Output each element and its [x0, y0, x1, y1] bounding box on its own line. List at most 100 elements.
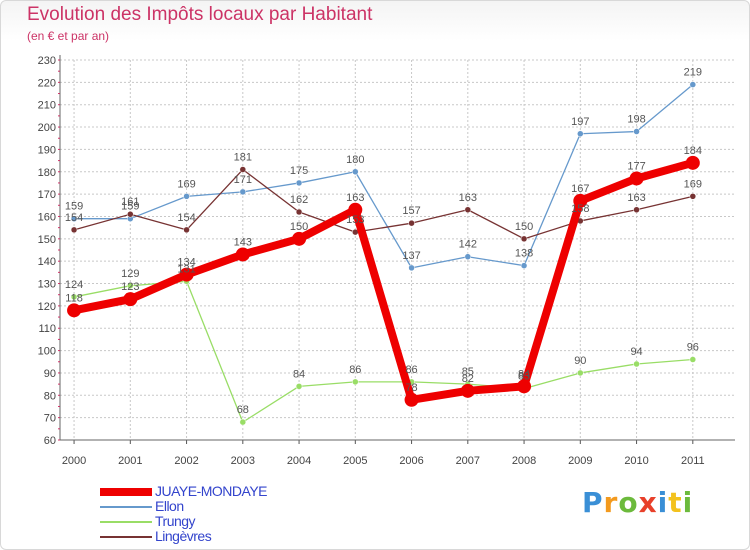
data-point-juaye-mondaye: [123, 292, 138, 307]
y-tick-label: 210: [38, 100, 56, 112]
brand-letter: i: [682, 486, 694, 519]
x-tick-label: 2000: [62, 455, 86, 467]
y-tick-label: 120: [38, 301, 56, 313]
y-tick-label: 230: [38, 55, 56, 67]
data-point-juaye-mondaye: [292, 231, 307, 246]
data-label-juaye-mondaye: 150: [290, 221, 308, 233]
data-label-ellon: 159: [121, 201, 139, 213]
y-tick-label: 190: [38, 144, 56, 156]
data-label-lingevres: 158: [571, 203, 589, 215]
data-label-juaye-mondaye: 163: [346, 192, 364, 204]
data-point-ellon: [633, 128, 640, 135]
y-tick-label: 140: [38, 256, 56, 268]
data-label-trungy: 129: [121, 268, 139, 280]
data-label-lingevres: 162: [290, 194, 308, 206]
data-point-ellon: [183, 193, 190, 200]
data-label-ellon: 198: [627, 114, 645, 126]
y-tick-label: 130: [38, 279, 56, 291]
data-label-lingevres: 153: [346, 214, 364, 226]
legend-label: Trungy: [155, 513, 196, 529]
x-tick-label: 2008: [512, 455, 536, 467]
data-point-juaye-mondaye: [517, 379, 532, 394]
data-point-lingevres: [183, 226, 190, 234]
data-point-juaye-mondaye: [460, 383, 475, 398]
data-label-trungy: 86: [349, 364, 361, 376]
x-tick-label: 2005: [343, 455, 367, 467]
data-point-trungy: [577, 369, 584, 377]
x-tick-label: 2009: [568, 455, 592, 467]
data-label-juaye-mondaye: 167: [571, 183, 589, 195]
data-label-ellon: 197: [571, 116, 589, 128]
legend-label: Lingèvres: [155, 528, 212, 544]
data-label-lingevres: 163: [459, 192, 477, 204]
data-point-ellon: [239, 188, 247, 196]
x-tick-label: 2003: [231, 455, 255, 467]
brand-letter: o: [618, 486, 639, 519]
data-point-ellon: [520, 262, 528, 269]
data-label-juaye-mondaye: 134: [177, 257, 195, 269]
x-tick-label: 2010: [624, 455, 648, 467]
legend-swatch: [100, 506, 152, 508]
x-tick-label: 2002: [174, 455, 198, 467]
data-label-juaye-mondaye: 78: [405, 382, 417, 394]
y-tick-label: 220: [38, 77, 56, 89]
data-label-ellon: 180: [346, 154, 364, 166]
data-label-juaye-mondaye: 118: [65, 292, 83, 304]
data-point-trungy: [127, 282, 134, 290]
y-tick-label: 170: [38, 189, 56, 201]
data-point-ellon: [408, 264, 415, 272]
data-label-ellon: 138: [515, 248, 533, 260]
data-label-trungy: 94: [630, 346, 642, 358]
data-point-trungy: [633, 360, 640, 368]
legend-swatch: [100, 488, 152, 496]
data-point-juaye-mondaye: [404, 392, 419, 407]
data-point-trungy: [239, 418, 247, 426]
data-label-lingevres: 169: [684, 178, 702, 190]
y-tick-label: 110: [38, 323, 56, 335]
x-tick-label: 2006: [399, 455, 423, 467]
y-tick-label: 180: [38, 167, 56, 179]
x-tick-label: 2001: [118, 455, 142, 467]
y-tick-label: 200: [38, 122, 56, 134]
data-label-trungy: 84: [293, 368, 305, 380]
brand-logo: Proxiti: [582, 486, 693, 519]
data-point-juaye-mondaye: [685, 155, 700, 170]
y-tick-label: 80: [44, 390, 56, 402]
data-point-lingevres: [408, 219, 415, 227]
data-label-ellon: 171: [234, 174, 252, 186]
y-tick-label: 70: [44, 413, 56, 425]
data-label-lingevres: 163: [627, 192, 645, 204]
data-point-lingevres: [239, 166, 247, 173]
data-point-ellon: [689, 81, 697, 88]
data-point-lingevres: [633, 206, 640, 214]
x-tick-label: 2011: [681, 455, 705, 467]
brand-letter: x: [638, 486, 658, 519]
data-point-trungy: [295, 383, 303, 390]
data-label-ellon: 169: [177, 178, 195, 190]
data-point-juaye-mondaye: [179, 267, 194, 282]
data-label-juaye-mondaye: 84: [518, 368, 530, 380]
data-label-trungy: 124: [65, 279, 83, 291]
chart-subtitle: (en € et par an): [27, 29, 110, 43]
series-line-ellon: [73, 83, 694, 269]
data-label-lingevres: 181: [234, 152, 252, 164]
data-point-lingevres: [689, 193, 697, 200]
data-point-lingevres: [464, 206, 472, 214]
legend-swatch: [100, 521, 152, 523]
y-tick-label: 150: [38, 234, 56, 246]
legend: JUAYE-MONDAYE Ellon Trungy Lingèvres: [100, 484, 300, 544]
data-label-lingevres: 154: [65, 212, 83, 224]
series-line-lingevres: [73, 168, 694, 240]
data-point-ellon: [70, 215, 78, 222]
legend-item-trungy: Trungy: [100, 514, 300, 529]
data-label-juaye-mondaye: 82: [462, 373, 474, 385]
data-label-ellon: 159: [65, 201, 83, 213]
data-point-ellon: [577, 130, 584, 138]
legend-item-lingevres: Lingèvres: [100, 529, 300, 544]
y-tick-label: 60: [44, 435, 56, 447]
data-point-ellon: [464, 253, 472, 260]
legend-swatch: [100, 536, 152, 538]
y-tick-label: 90: [44, 368, 56, 380]
data-point-trungy: [689, 356, 697, 363]
